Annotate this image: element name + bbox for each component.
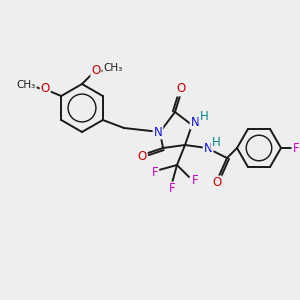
Text: CH₃: CH₃ — [16, 80, 36, 90]
Text: F: F — [152, 167, 158, 179]
Text: F: F — [192, 173, 198, 187]
Text: H: H — [200, 110, 208, 124]
Text: O: O — [92, 64, 100, 77]
Text: N: N — [190, 116, 200, 128]
Text: F: F — [293, 142, 299, 154]
Text: H: H — [212, 136, 220, 149]
Text: CH₃: CH₃ — [103, 63, 123, 73]
Text: F: F — [169, 182, 175, 196]
Text: O: O — [212, 176, 222, 190]
Text: O: O — [176, 82, 186, 95]
Text: N: N — [154, 125, 162, 139]
Text: O: O — [137, 149, 147, 163]
Text: O: O — [40, 82, 50, 94]
Text: N: N — [204, 142, 212, 154]
